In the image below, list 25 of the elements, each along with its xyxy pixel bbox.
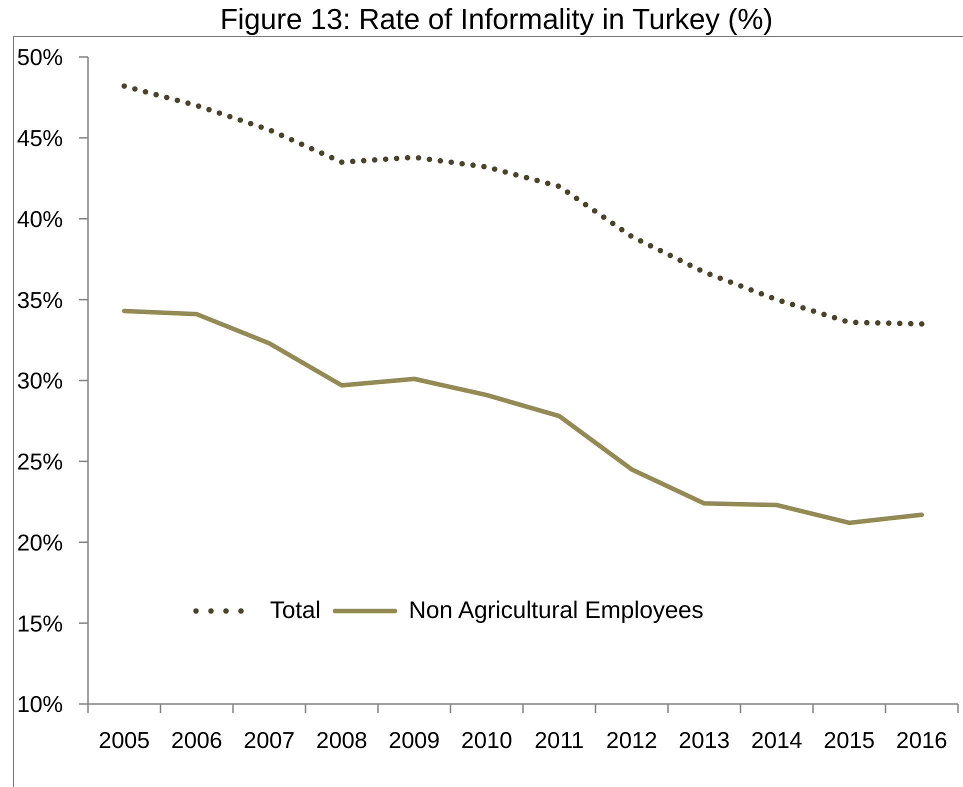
- y-tick-label: 40%: [16, 206, 63, 232]
- y-tick-label: 30%: [16, 368, 63, 394]
- y-tick-label: 25%: [16, 448, 63, 475]
- y-tick-label: 15%: [16, 610, 63, 636]
- chart-title: Figure 13: Rate of Informality in Turkey (%): [219, 3, 774, 37]
- y-tick-label: 50%: [16, 44, 63, 70]
- y-tick-label: 10%: [16, 691, 63, 718]
- x-tick-label: 2013: [678, 727, 730, 754]
- y-tick-label: 35%: [16, 286, 63, 313]
- y-tick-label: 20%: [16, 529, 63, 556]
- x-tick-label: 2008: [316, 727, 368, 754]
- x-tick-label: 2011: [534, 727, 584, 754]
- x-tick-label: 2007: [244, 727, 295, 754]
- x-tick-label: 2005: [98, 727, 150, 754]
- x-tick-label: 2015: [824, 727, 875, 754]
- x-tick-label: 2010: [461, 727, 512, 754]
- x-tick-label: 2014: [751, 727, 803, 754]
- y-tick-label: 45%: [16, 125, 63, 152]
- x-tick-label: 2009: [388, 727, 440, 754]
- legend-label: Non Agricultural Employees: [408, 597, 704, 625]
- x-tick-label: 2006: [171, 727, 222, 754]
- x-tick-label: 2012: [606, 727, 658, 754]
- line-series: [122, 308, 924, 526]
- legend-label: Total: [270, 597, 321, 625]
- x-tick-label: 2016: [896, 727, 948, 754]
